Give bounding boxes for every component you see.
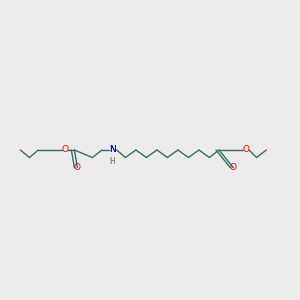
Text: N: N [109,146,116,154]
Text: O: O [62,146,69,154]
Text: O: O [230,163,237,172]
Text: O: O [74,163,81,172]
Text: O: O [242,146,250,154]
Text: H: H [110,157,116,166]
Text: H: H [110,157,116,166]
Text: N: N [109,146,116,154]
